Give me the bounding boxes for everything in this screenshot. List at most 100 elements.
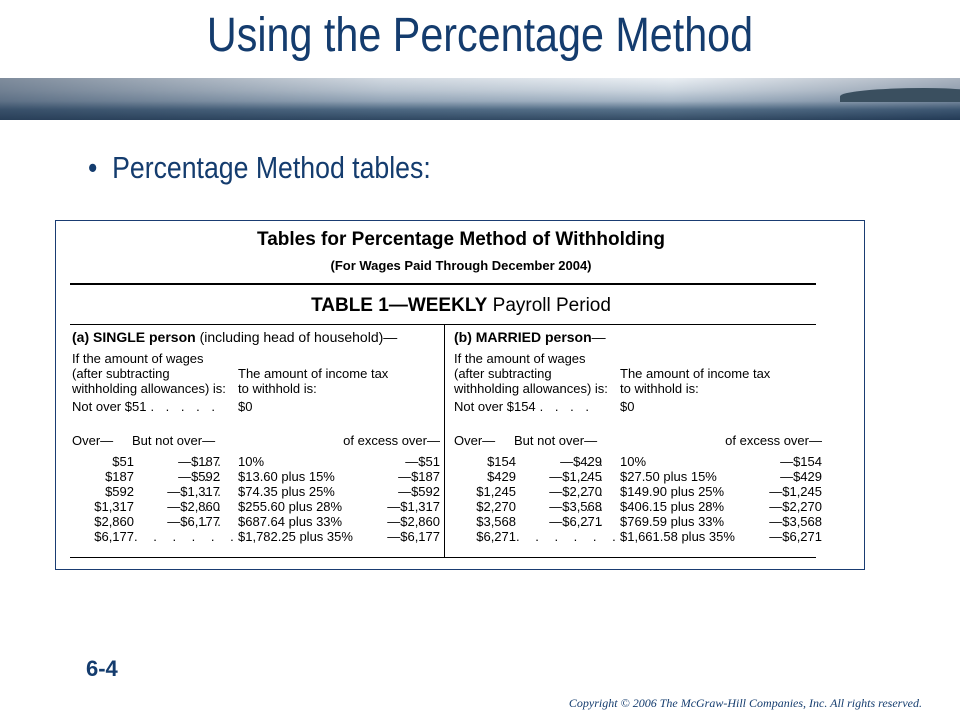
cell-not-over: —$2,860	[167, 499, 220, 514]
leader-dots: . .	[586, 454, 606, 469]
cell-excess: —$3,568	[769, 514, 822, 529]
cell-not-over: —$187	[178, 454, 220, 469]
table-period-heading: TABLE 1—WEEKLY Payroll Period	[56, 295, 866, 317]
married-rows: $154 —$429. . 10% —$154 $429 —$1,245. . $27.5…	[454, 454, 824, 544]
cell-amount: $74.35 plus 25%	[238, 484, 335, 499]
married-heading-rest: —	[591, 329, 606, 345]
cell-amount: 10%	[620, 454, 647, 469]
copyright-notice: Copyright © 2006 The McGraw-Hill Compani…	[568, 696, 922, 710]
bullet-text: Percentage Method tables:	[112, 150, 431, 185]
cell-amount: $1,661.58 plus 35%	[620, 529, 735, 544]
cell-over: $2,270	[476, 499, 516, 514]
cell-over: $154	[487, 454, 516, 469]
single-heading-bold: (a) SINGLE person	[72, 329, 196, 345]
leader-dots: . .	[204, 484, 224, 499]
table-subtitle: (For Wages Paid Through December 2004)	[330, 258, 592, 273]
table-row: $6,177. . . . . . $1,782.25 plus 35% —$6,1…	[72, 529, 442, 544]
cell-not-over: —$3,568	[549, 499, 602, 514]
cell-amount: $149.90 plus 25%	[620, 484, 725, 499]
single-rows: $51 —$187. . 10% —$51 $187 —$592. . $13.60 pl…	[72, 454, 442, 544]
cell-not-over: —$592	[178, 469, 220, 484]
cell-over: $187	[105, 469, 134, 484]
cell-over: $6,271	[476, 529, 516, 544]
col-of-excess-header: of excess over—	[725, 433, 822, 448]
single-not-over: Not over $51. . . . .	[72, 399, 219, 414]
leader-dots: . .	[586, 499, 606, 514]
cell-not-over: —$1,245	[549, 469, 602, 484]
tax-line: to withhold is:	[238, 381, 317, 396]
col-over-header: Over—	[72, 433, 114, 448]
leader-dots: . .	[204, 514, 224, 529]
cell-over: $429	[487, 469, 516, 484]
cell-amount: $13.60 plus 15%	[238, 469, 335, 484]
cell-over: $51	[112, 454, 134, 469]
cell-excess: —$6,271	[769, 529, 822, 544]
table-row: $51 —$187. . 10% —$51	[72, 454, 442, 469]
condition-line: withholding allowances) is:	[454, 381, 608, 396]
married-heading: (b) MARRIED person—	[454, 329, 606, 345]
single-heading: (a) SINGLE person (including head of hou…	[72, 329, 397, 345]
cell-over: $1,245	[476, 484, 516, 499]
cell-amount: $406.15 plus 28%	[620, 499, 725, 514]
single-heading-rest: (including head of household)—	[195, 329, 398, 345]
cell-excess: —$1,317	[387, 499, 440, 514]
condition-line: (after subtracting	[454, 366, 552, 381]
cell-excess: —$2,270	[769, 499, 822, 514]
table-row: $154 —$429. . 10% —$154	[454, 454, 824, 469]
leader-dots: . .	[586, 484, 606, 499]
bullet-item: • Percentage Method tables:	[88, 150, 431, 186]
cell-amount: $687.64 plus 33%	[238, 514, 343, 529]
table-row: $1,245 —$2,270. . $149.90 plus 25% —$1,245	[454, 484, 824, 499]
not-over-label: Not over $154	[454, 399, 536, 414]
col-but-not-over-header: But not over—	[514, 433, 598, 448]
table-row: $2,270 —$3,568. . $406.15 plus 28% —$2,270	[454, 499, 824, 514]
cell-excess: —$154	[780, 454, 822, 469]
leader-dots: . .	[204, 454, 224, 469]
leader-dots: . . . .	[539, 399, 593, 414]
table-row: $592 —$1,317. . $74.35 plus 25% —$592	[72, 484, 442, 499]
leader-dots: . . . . . .	[516, 529, 622, 544]
bottom-rule	[70, 557, 816, 558]
bullet-dot: •	[88, 150, 98, 185]
tax-line: The amount of income tax	[238, 366, 389, 381]
table-row: $187 —$592. . $13.60 plus 15% —$187	[72, 469, 442, 484]
cell-over: $6,177	[94, 529, 134, 544]
cell-over: $3,568	[476, 514, 516, 529]
thin-rule	[70, 324, 816, 325]
cell-not-over: —$6,177	[167, 514, 220, 529]
cell-excess: —$429	[780, 469, 822, 484]
slide-number: 6-4	[86, 656, 118, 681]
married-heading-bold: (b) MARRIED person	[454, 329, 592, 345]
married-tax-note: The amount of income tax to withhold is:	[620, 366, 770, 396]
banner-landmass	[840, 88, 960, 102]
col-but-not-over-header: But not over—	[132, 433, 216, 448]
cell-over: $1,317	[94, 499, 134, 514]
leader-dots: . .	[204, 469, 224, 484]
condition-line: (after subtracting	[72, 366, 170, 381]
table-title: Tables for Percentage Method of Withhold…	[257, 229, 665, 250]
condition-line: If the amount of wages	[72, 351, 204, 366]
column-divider	[444, 325, 445, 557]
cell-excess: —$2,860	[387, 514, 440, 529]
cell-not-over: —$1,317	[167, 484, 220, 499]
leader-dots: . . . . . .	[134, 529, 240, 544]
cell-amount: $27.50 plus 15%	[620, 469, 717, 484]
cell-amount: $1,782.25 plus 35%	[238, 529, 353, 544]
cell-excess: —$592	[398, 484, 440, 499]
cell-amount: $255.60 plus 28%	[238, 499, 343, 514]
period-rest: Payroll Period	[487, 295, 611, 316]
col-over-header: Over—	[454, 433, 496, 448]
married-not-over-amount: $0	[620, 399, 635, 414]
withholding-table-image: Tables for Percentage Method of Withhold…	[55, 220, 865, 570]
cell-not-over: —$6,271	[549, 514, 602, 529]
table-row: $6,271. . . . . . $1,661.58 plus 35% —$6,2…	[454, 529, 824, 544]
married-condition: If the amount of wages (after subtractin…	[454, 351, 608, 396]
table-row: $429 —$1,245. . $27.50 plus 15% —$429	[454, 469, 824, 484]
leader-dots: . .	[586, 469, 606, 484]
single-tax-note: The amount of income tax to withhold is:	[238, 366, 388, 396]
banner-haze	[0, 78, 960, 120]
tax-line: The amount of income tax	[620, 366, 771, 381]
single-condition: If the amount of wages (after subtractin…	[72, 351, 226, 396]
leader-dots: . .	[586, 514, 606, 529]
cell-excess: —$1,245	[769, 484, 822, 499]
